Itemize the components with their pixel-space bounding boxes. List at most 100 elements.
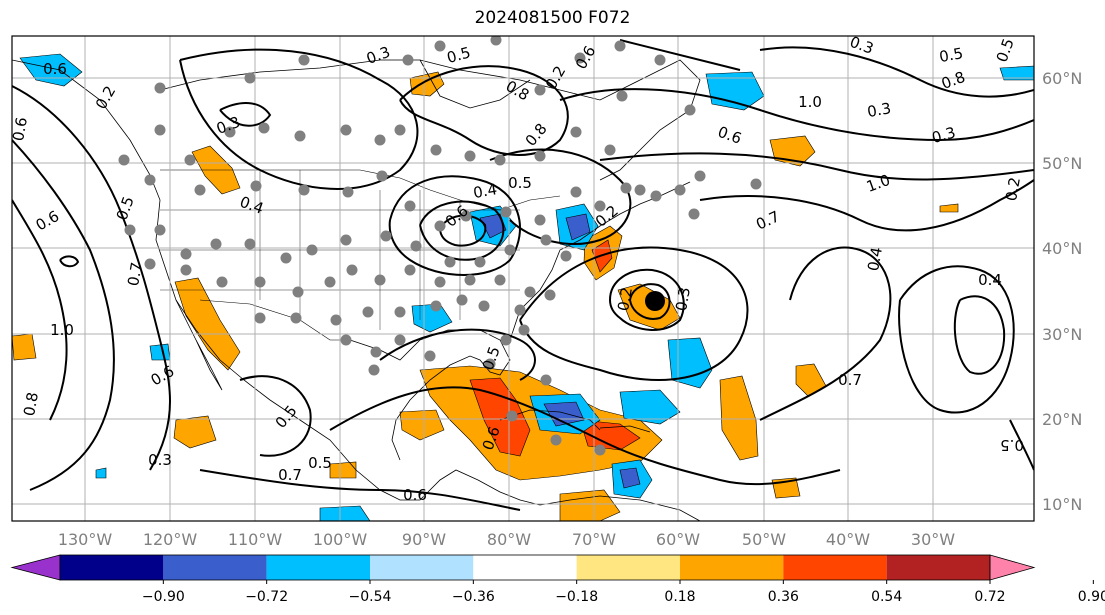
contour-label: 0.2 [1002, 176, 1024, 203]
gray-dot [654, 54, 666, 66]
colorbar-tick-label: 0.36 [768, 589, 799, 605]
gray-dot [376, 170, 388, 182]
contour-label: 0.6 [43, 60, 67, 78]
contour-line [219, 102, 272, 127]
contour-line [953, 295, 1006, 375]
gray-dot [324, 276, 336, 288]
gray-dot [750, 178, 762, 190]
gray-dot [254, 276, 266, 288]
contour-line [1009, 419, 1034, 471]
contour-label: 0.5 [508, 174, 532, 192]
gray-dot [244, 238, 256, 250]
contour-line [609, 268, 685, 331]
contour-label: 0.5 [1000, 436, 1024, 454]
contour-line [559, 88, 1034, 142]
gray-dot [434, 276, 446, 288]
gray-dot [368, 364, 380, 376]
gray-dot [684, 104, 696, 116]
gray-dot [434, 220, 446, 232]
gray-dot [298, 184, 310, 196]
gray-dot [506, 410, 518, 422]
colorbar-segment [783, 555, 887, 580]
gray-dot [374, 274, 386, 286]
contour-line [519, 246, 749, 381]
contour-label: 1.0 [798, 93, 822, 111]
gray-dot [494, 154, 506, 166]
contour-label: 0.4 [978, 271, 1002, 289]
shade-cyan [667, 337, 713, 389]
gray-dot [430, 300, 442, 312]
gray-dot [330, 314, 342, 326]
gray-dot [650, 190, 662, 202]
shade-cyan [999, 65, 1034, 81]
gray-dot [460, 210, 472, 222]
gray-dot [560, 250, 572, 262]
coastline-south-america [539, 495, 701, 521]
gray-dot [550, 434, 562, 446]
contour-line [489, 148, 632, 245]
lon-tick-label: 110°W [228, 530, 283, 549]
contour-line [199, 469, 521, 511]
gray-dot [280, 252, 292, 264]
contour-line [759, 46, 1034, 98]
contour-line [239, 375, 312, 457]
gray-dot [258, 122, 270, 134]
contour-line [179, 48, 419, 190]
map-title: 2024081500 F072 [474, 8, 631, 28]
colorbar-segment [886, 555, 990, 580]
gray-dot [620, 182, 632, 194]
contour-label: 0.5 [938, 44, 965, 66]
gray-dot [594, 200, 606, 212]
contour-label: 0.3 [866, 99, 893, 121]
colorbar-segment [370, 555, 474, 580]
colorbar-segment [163, 555, 267, 580]
gray-dot [490, 36, 502, 46]
contour-line [59, 255, 80, 268]
gray-dot [254, 312, 266, 324]
gray-dot [464, 274, 476, 286]
contour-label: 0.3 [148, 451, 172, 469]
shade-orange [329, 461, 357, 479]
colorbar-segment [266, 555, 370, 580]
gray-dot [518, 324, 530, 336]
colorbar-segment [680, 555, 784, 580]
gray-dot [144, 174, 156, 186]
gray-dot [694, 170, 706, 182]
contour-label: 0.7 [124, 261, 146, 288]
colorbar-tick-label: −0.18 [555, 589, 598, 605]
gray-dot [484, 358, 496, 370]
coastline-hudson [419, 59, 531, 109]
gray-dot [434, 40, 446, 52]
gray-dot [394, 306, 406, 318]
colorbar-tick-label: −0.72 [245, 589, 288, 605]
gray-dot [540, 374, 552, 386]
colorbar-tick-label: 0.72 [974, 589, 1005, 605]
lat-tick-label: 20°N [1042, 410, 1082, 429]
lon-tick-label: 80°W [487, 530, 531, 549]
colorbar-segment [60, 555, 164, 580]
gray-dot [424, 350, 436, 362]
contour-label: 0.7 [838, 371, 862, 389]
gray-dot [180, 248, 192, 260]
gray-dot [294, 130, 306, 142]
gray-dot [634, 184, 646, 196]
gray-dot [306, 244, 318, 256]
colorbar-tick-label: 0.54 [871, 589, 902, 605]
gray-dot [430, 144, 442, 156]
contour-label: 0.7 [278, 466, 302, 484]
shade-orange [174, 277, 241, 371]
gray-dot [244, 72, 256, 84]
gray-dot [370, 346, 382, 358]
lat-tick-label: 60°N [1042, 69, 1082, 88]
lon-tick-label: 130°W [58, 530, 113, 549]
gray-dot [574, 52, 586, 64]
contours [12, 39, 1034, 511]
gray-dot [210, 238, 222, 250]
contour-line [329, 386, 841, 486]
shade-cyan [319, 505, 371, 521]
gray-dot [224, 126, 236, 138]
gray-dot [616, 90, 628, 102]
gray-dot [290, 312, 302, 324]
contour-label: 0.5 [445, 43, 473, 67]
coastline-baja [175, 299, 223, 391]
